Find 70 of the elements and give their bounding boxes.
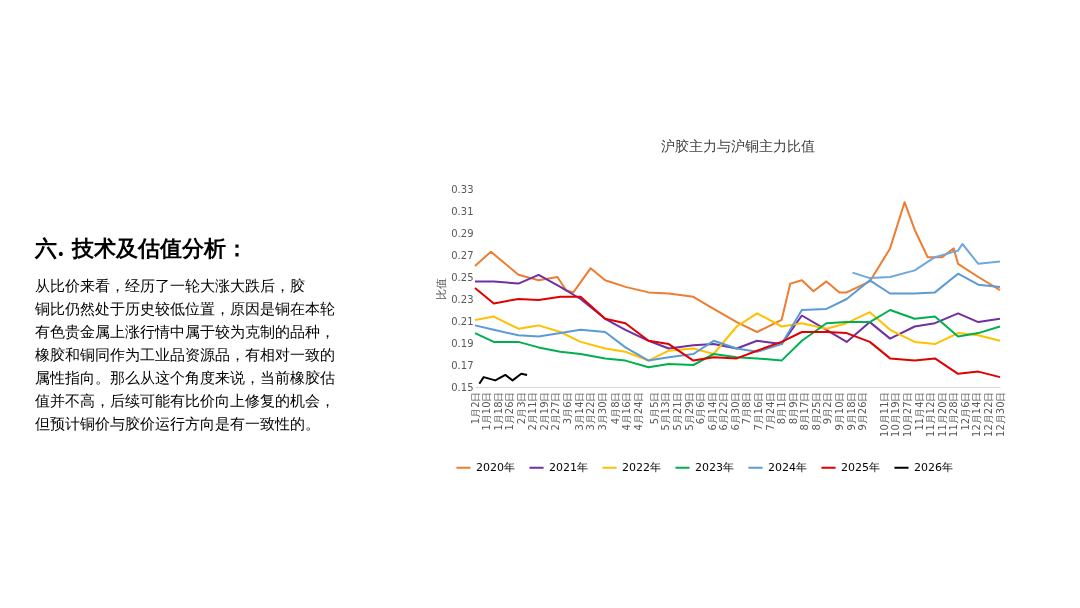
x-tick-label: 12月6日 [959, 391, 971, 431]
y-tick-label: 0.17 [451, 359, 474, 371]
x-tick-label: 6月22日 [718, 391, 730, 431]
x-tick-label: 9月18日 [845, 391, 857, 431]
y-axis-title: 比值 [435, 277, 449, 300]
x-tick-label: 10月19日 [890, 391, 902, 437]
x-tick-label: 8月25日 [810, 391, 822, 431]
x-tick-label: 2月19日 [538, 391, 550, 431]
x-tick-label: 10月27日 [901, 391, 913, 437]
y-tick-label: 0.21 [451, 315, 474, 327]
text: 从比价来看，经历了一轮大涨大跌后，胶铜比仍然处于历史较低位置，原因是铜在本轮有色贵金属上涨行情中属于较为克制的品种，橡胶和铜同作为工业品资源品，有相对一致的属性指向。那么从这个角度来说，当前橡胶估值并不高，后续可能有比价向上修复的机会，但预计铜价与胶价运行方向是有一致性的。 [34, 277, 335, 433]
x-tick-label: 8月17日 [799, 391, 811, 431]
line-series [474, 287, 1001, 379]
x-tick-label: 2月11日 [527, 391, 539, 431]
x-tick-label: 7月16日 [752, 391, 764, 431]
x-tick-label: 12月14日 [971, 391, 983, 437]
y-tick-label: 0.19 [451, 337, 474, 349]
legend-label: 2022年 [622, 460, 661, 474]
x-tick-label: 11月4日 [913, 391, 925, 431]
chart-title: 沪胶主力与沪铜主力比值 [660, 138, 815, 154]
line-series [478, 372, 529, 385]
y-tick-label: 0.27 [451, 249, 474, 261]
x-tick-label: 8月9日 [787, 391, 799, 425]
x-tick-label: 5月13日 [660, 391, 672, 431]
x-tick-label: 9月2日 [822, 391, 834, 425]
x-tick-label: 1月18日 [492, 391, 504, 431]
x-tick-label: 3月14日 [573, 391, 585, 431]
legend-label: 2021年 [549, 460, 588, 474]
legend-label: 2025年 [841, 460, 880, 474]
x-tick-label: 12月30日 [994, 391, 1006, 437]
x-tick-label: 5月29日 [683, 391, 695, 431]
x-tick-label: 5月21日 [671, 391, 683, 431]
text: 六. 技术及估值分析： [34, 235, 249, 261]
x-tick-label: 4月8日 [609, 391, 621, 425]
x-tick-label: 7月8日 [741, 391, 753, 425]
x-tick-label: 2月27日 [550, 391, 562, 431]
x-tick-label: 6月30日 [729, 391, 741, 431]
x-tick-label: 9月10日 [833, 391, 845, 431]
y-tick-label: 0.15 [451, 381, 474, 393]
x-tick-label: 10月11日 [878, 391, 890, 437]
x-tick-label: 6月6日 [695, 391, 707, 425]
y-tick-label: 0.29 [451, 227, 474, 239]
x-tick-label: 11月12日 [925, 391, 937, 437]
x-tick-label: 3月6日 [562, 391, 574, 425]
x-tick-label: 9月26日 [857, 391, 869, 431]
x-tick-label: 3月30日 [596, 391, 608, 431]
x-tick-label: 4月24日 [632, 391, 644, 431]
line-series [474, 201, 1001, 333]
y-tick-label: 0.25 [451, 271, 474, 283]
x-tick-label: 11月20日 [936, 391, 948, 437]
x-tick-label: 1月26日 [504, 391, 516, 431]
x-tick-label: 7月24日 [764, 391, 776, 431]
legend-label: 2023年 [695, 460, 734, 474]
x-tick-label: 8月1日 [776, 391, 788, 425]
y-tick-label: 0.23 [451, 293, 474, 305]
x-tick-label: 2月3日 [515, 391, 527, 425]
x-tick-label: 6月14日 [706, 391, 718, 431]
legend-label: 2026年 [914, 460, 953, 474]
x-tick-label: 11月28日 [948, 391, 960, 437]
x-tick-label: 12月22日 [982, 391, 994, 437]
x-tick-label: 4月16日 [621, 391, 633, 431]
x-tick-label: 1月10日 [481, 391, 493, 431]
legend-label: 2020年 [476, 460, 515, 474]
line-series [851, 243, 1001, 280]
y-tick-label: 0.31 [451, 205, 474, 217]
legend-label: 2024年 [768, 460, 807, 474]
y-tick-label: 0.33 [451, 183, 474, 195]
x-tick-label: 1月2日 [469, 391, 481, 425]
x-tick-label: 3月22日 [585, 391, 597, 431]
x-tick-label: 5月5日 [648, 391, 660, 425]
